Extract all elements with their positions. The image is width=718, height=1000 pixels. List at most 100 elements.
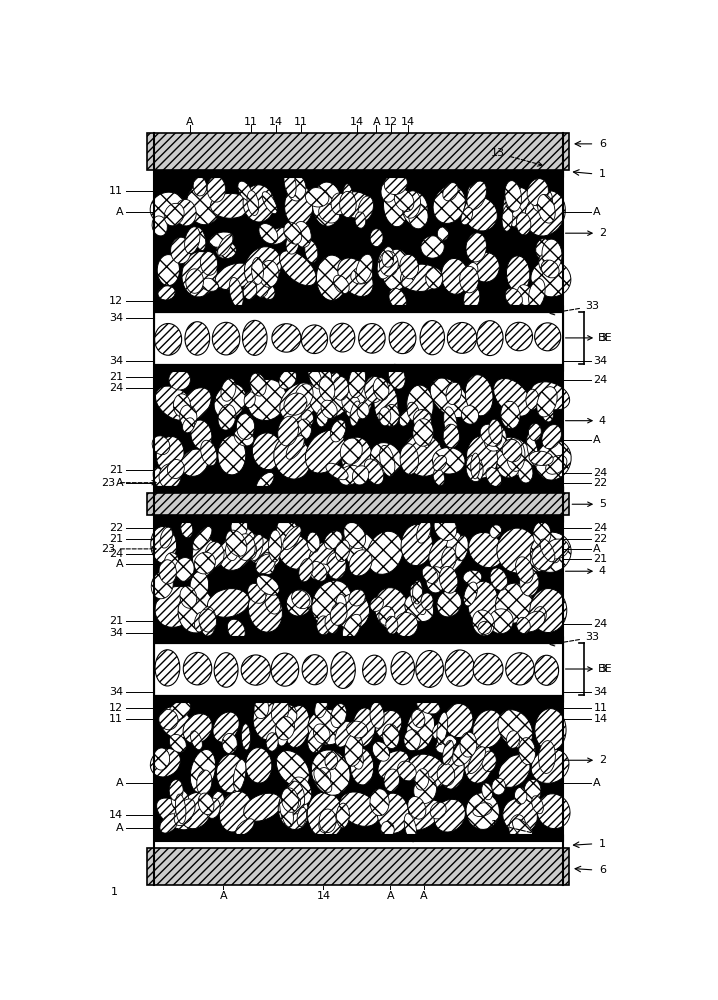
Ellipse shape (452, 739, 474, 766)
Ellipse shape (383, 724, 399, 748)
Ellipse shape (472, 252, 499, 282)
Ellipse shape (319, 377, 335, 401)
Ellipse shape (233, 759, 246, 791)
Ellipse shape (241, 724, 251, 750)
Ellipse shape (222, 733, 238, 754)
Ellipse shape (305, 241, 318, 263)
Ellipse shape (467, 436, 498, 478)
Ellipse shape (243, 185, 274, 222)
Text: 22: 22 (593, 534, 607, 544)
Ellipse shape (307, 792, 344, 839)
Text: 22: 22 (109, 523, 123, 533)
Bar (154, 702, 563, 834)
Ellipse shape (533, 522, 551, 546)
Ellipse shape (192, 536, 217, 576)
Text: 14: 14 (109, 810, 123, 820)
Ellipse shape (307, 727, 324, 753)
Ellipse shape (525, 190, 565, 236)
Ellipse shape (434, 515, 457, 541)
Ellipse shape (456, 535, 468, 561)
Ellipse shape (506, 200, 523, 219)
Ellipse shape (340, 438, 363, 464)
Ellipse shape (531, 260, 571, 297)
Bar (154, 695, 563, 702)
Text: A: A (116, 559, 123, 569)
Ellipse shape (439, 566, 458, 593)
Text: A: A (116, 778, 123, 788)
Ellipse shape (347, 544, 363, 562)
Ellipse shape (325, 752, 337, 770)
Ellipse shape (276, 751, 309, 787)
Ellipse shape (247, 191, 258, 215)
Ellipse shape (374, 382, 398, 426)
Text: 12: 12 (109, 296, 123, 306)
Ellipse shape (169, 780, 183, 801)
Ellipse shape (381, 179, 397, 202)
Ellipse shape (287, 795, 301, 809)
Ellipse shape (225, 541, 238, 561)
Ellipse shape (236, 534, 256, 560)
Ellipse shape (197, 770, 212, 795)
Ellipse shape (160, 814, 179, 833)
Ellipse shape (332, 377, 349, 400)
Ellipse shape (469, 532, 504, 568)
Bar (154, 486, 563, 493)
Ellipse shape (168, 700, 190, 720)
Ellipse shape (464, 582, 477, 606)
Ellipse shape (364, 459, 383, 484)
Text: A: A (593, 435, 601, 445)
Ellipse shape (236, 414, 255, 440)
Ellipse shape (370, 789, 389, 816)
Ellipse shape (408, 797, 426, 819)
Ellipse shape (159, 709, 178, 730)
Text: 4: 4 (566, 566, 606, 576)
Ellipse shape (155, 650, 180, 686)
Ellipse shape (333, 275, 349, 294)
Ellipse shape (506, 731, 520, 748)
Ellipse shape (305, 188, 329, 207)
Ellipse shape (193, 177, 207, 196)
Ellipse shape (467, 181, 487, 209)
Ellipse shape (546, 455, 567, 474)
Ellipse shape (286, 436, 304, 459)
Ellipse shape (314, 724, 330, 744)
Ellipse shape (286, 781, 304, 814)
Text: 21: 21 (109, 534, 123, 544)
Ellipse shape (462, 406, 479, 424)
Ellipse shape (219, 531, 255, 570)
Ellipse shape (535, 323, 561, 351)
Ellipse shape (379, 407, 391, 426)
Ellipse shape (279, 251, 316, 286)
Text: 2: 2 (566, 755, 606, 765)
Text: A: A (420, 891, 427, 901)
Ellipse shape (284, 169, 296, 198)
Ellipse shape (391, 652, 414, 685)
Ellipse shape (259, 260, 279, 287)
Ellipse shape (284, 393, 307, 415)
Ellipse shape (408, 754, 447, 788)
Ellipse shape (535, 709, 566, 751)
Ellipse shape (310, 564, 330, 580)
Ellipse shape (398, 761, 416, 781)
Ellipse shape (326, 463, 348, 480)
Ellipse shape (386, 616, 398, 634)
Ellipse shape (531, 749, 569, 783)
Ellipse shape (337, 594, 370, 630)
Ellipse shape (308, 709, 347, 745)
Ellipse shape (446, 382, 462, 405)
Ellipse shape (516, 557, 533, 583)
Ellipse shape (225, 530, 247, 556)
Ellipse shape (153, 748, 169, 770)
Ellipse shape (498, 710, 533, 748)
Ellipse shape (335, 721, 353, 747)
Ellipse shape (537, 387, 557, 417)
Ellipse shape (276, 717, 294, 740)
Ellipse shape (320, 809, 336, 833)
Ellipse shape (520, 569, 539, 596)
Ellipse shape (331, 704, 347, 728)
Ellipse shape (498, 755, 530, 787)
Ellipse shape (173, 394, 190, 417)
Ellipse shape (513, 819, 533, 841)
Text: A: A (593, 207, 601, 217)
Ellipse shape (367, 531, 403, 574)
